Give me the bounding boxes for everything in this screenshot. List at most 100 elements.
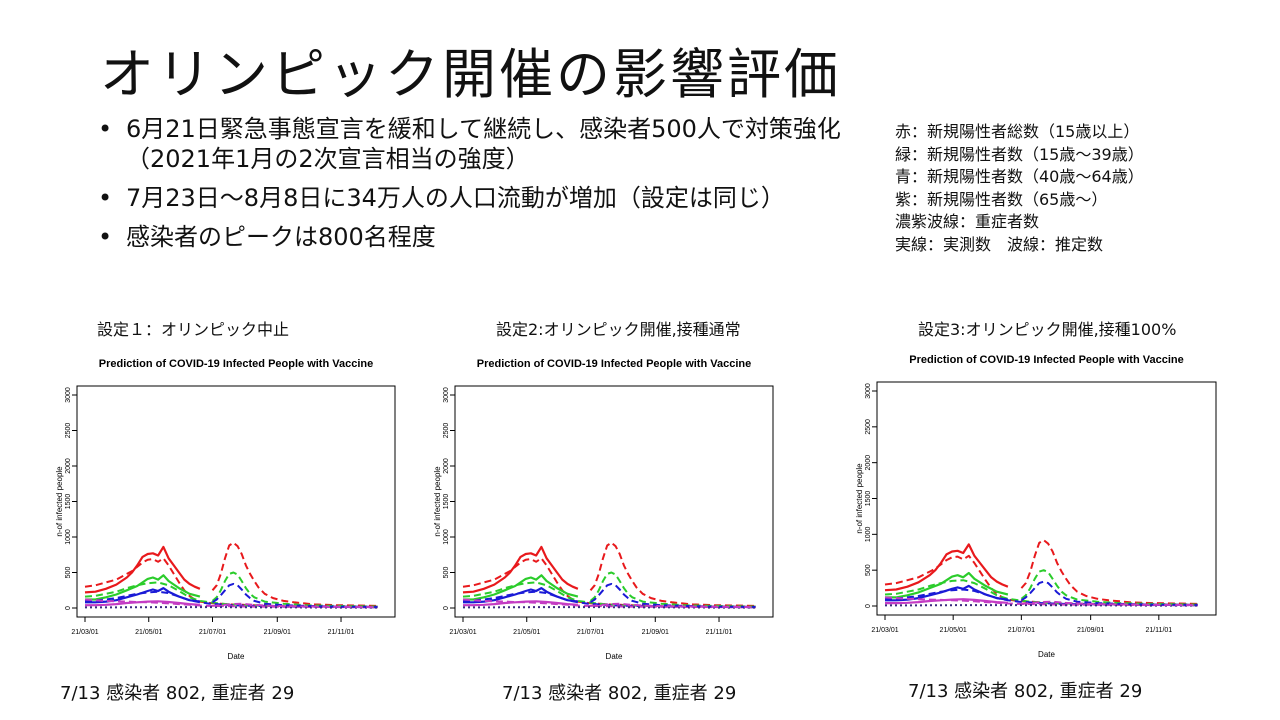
x-tick-label: 21/03/01 <box>71 629 98 636</box>
caption-2: 7/13 感染者 802, 重症者 29 <box>502 683 737 704</box>
y-tick-label: 2500 <box>443 423 450 439</box>
y-tick-label: 1500 <box>865 491 872 507</box>
series-line-red-dashed <box>1020 539 1198 605</box>
legend-line: 青：新規陽性者数（40歳～64歳） <box>895 167 1144 186</box>
series-line-red-dashed <box>211 541 378 607</box>
slide-title: オリンピック開催の影響評価 <box>100 43 841 106</box>
y-tick-label: 2500 <box>865 419 872 435</box>
y-tick-label: 3000 <box>865 383 872 399</box>
chart-panel-2: Prediction of COVID-19 Infected People w… <box>428 348 778 672</box>
setting-label-1: 設定１：オリンピック中止 <box>97 320 290 339</box>
series-line-green-dashed <box>589 571 756 608</box>
chart-panel-1: Prediction of COVID-19 Infected People w… <box>50 348 400 672</box>
legend-line: 赤：新規陽性者総数（15歳以上） <box>895 122 1140 141</box>
y-tick-label: 2000 <box>443 458 450 474</box>
plot-frame <box>454 385 774 618</box>
series-line-purple-dashed <box>590 602 756 609</box>
x-tick-label: 21/07/01 <box>199 629 226 636</box>
line-chart: Prediction of COVID-19 Infected People w… <box>55 358 396 661</box>
x-tick-label: 21/09/01 <box>1077 627 1104 634</box>
series-line-red-solid <box>84 545 201 594</box>
series-line-blue-dashed <box>589 582 756 608</box>
series-line-blue-dashed <box>462 590 756 609</box>
series-line-blue-dashed <box>84 590 378 609</box>
y-tick-label: 2000 <box>65 458 72 474</box>
plot-frame <box>876 381 1217 616</box>
series-line-purple-dashed <box>1021 600 1198 607</box>
plot-frame <box>76 385 396 618</box>
caption-1: 7/13 感染者 802, 重症者 29 <box>60 683 295 704</box>
x-tick-label: 21/11/01 <box>706 629 733 636</box>
y-tick-label: 500 <box>65 567 72 579</box>
series-line-dark_purple-dotted <box>84 606 378 609</box>
y-tick-label: 1000 <box>443 529 450 545</box>
x-tick-label: 21/07/01 <box>1008 627 1035 634</box>
bullet-item: 7月23日～8月8日に34万人の人口流動が増加（設定は同じ） <box>96 183 886 213</box>
y-tick-label: 0 <box>865 604 872 608</box>
y-axis-label: n-of infected people <box>433 466 442 537</box>
setting-label-2: 設定2:オリンピック開催,接種通常 <box>496 320 741 339</box>
x-tick-label: 21/11/01 <box>1145 627 1172 634</box>
series-line-green-solid <box>885 571 1009 599</box>
y-axis-label: n-of infected people <box>855 463 864 534</box>
x-tick-label: 21/09/01 <box>264 629 291 636</box>
series-line-dark_purple-dotted <box>462 606 756 609</box>
x-tick-label: 21/07/01 <box>577 629 604 636</box>
setting-label-3: 設定3:オリンピック開催,接種100% <box>918 320 1177 339</box>
y-tick-label: 0 <box>65 606 72 610</box>
series-line-red-solid <box>884 543 1009 592</box>
y-tick-label: 3000 <box>65 387 72 403</box>
series-line-purple-dashed <box>212 602 378 609</box>
series-line-red-dashed <box>462 557 756 608</box>
series-line-green-solid <box>463 574 579 601</box>
series-line-red-dashed <box>884 554 1198 606</box>
series-line-red-dashed <box>84 557 378 608</box>
legend-line: 紫：新規陽性者数（65歳～） <box>895 189 1108 209</box>
legend-line: 実線：実測数 波線：推定数 <box>895 234 1104 254</box>
x-tick-label: 21/03/01 <box>449 629 476 636</box>
series-line-blue-dashed <box>1020 580 1198 606</box>
x-tick-label: 21/03/01 <box>871 627 898 634</box>
series-line-red-solid <box>462 545 579 594</box>
series-line-purple-dashed <box>84 598 378 609</box>
series-line-green-solid <box>85 574 201 601</box>
series-line-blue-dashed <box>211 582 378 608</box>
x-tick-label: 21/11/01 <box>328 629 355 636</box>
chart-title: Prediction of COVID-19 Infected People w… <box>477 358 751 370</box>
series-line-purple-dashed <box>462 598 756 609</box>
legend-line: 濃紫波線：重症者数 <box>895 212 1040 231</box>
x-tick-label: 21/09/01 <box>642 629 669 636</box>
legend-line: 緑：新規陽性者数（15歳～39歳） <box>895 144 1144 164</box>
y-tick-label: 2500 <box>65 423 72 439</box>
series-line-green-dashed <box>211 571 378 608</box>
chart-title: Prediction of COVID-19 Infected People w… <box>909 354 1183 366</box>
y-tick-label: 500 <box>443 567 450 579</box>
series-line-green-dashed <box>884 579 1198 607</box>
y-axis-label: n-of infected people <box>55 466 64 537</box>
y-tick-label: 1000 <box>65 529 72 545</box>
chart-title: Prediction of COVID-19 Infected People w… <box>99 358 373 370</box>
bullet-item: 感染者のピークは800名程度 <box>96 222 886 252</box>
y-tick-label: 1500 <box>443 494 450 510</box>
y-tick-label: 3000 <box>443 387 450 403</box>
y-tick-label: 2000 <box>865 455 872 471</box>
y-tick-label: 500 <box>865 564 872 576</box>
x-axis-label: Date <box>606 652 623 661</box>
x-tick-label: 21/05/01 <box>513 629 540 636</box>
y-tick-label: 0 <box>443 606 450 610</box>
x-axis-label: Date <box>1038 650 1055 659</box>
x-tick-label: 21/05/01 <box>135 629 162 636</box>
color-legend: 赤：新規陽性者総数（15歳以上） 緑：新規陽性者数（15歳～39歳） 青：新規陽… <box>895 121 1144 256</box>
bullet-list: 6月21日緊急事態宣言を緩和して継続し、感染者500人で対策強化（2021年1月… <box>96 114 886 261</box>
y-tick-label: 1000 <box>865 526 872 542</box>
x-axis-label: Date <box>228 652 245 661</box>
line-chart: Prediction of COVID-19 Infected People w… <box>855 354 1217 659</box>
chart-panel-3: Prediction of COVID-19 Infected People w… <box>850 346 1220 670</box>
x-tick-label: 21/05/01 <box>940 627 967 634</box>
series-line-green-dashed <box>1020 569 1198 606</box>
bullet-item: 6月21日緊急事態宣言を緩和して継続し、感染者500人で対策強化（2021年1月… <box>96 114 886 174</box>
line-chart: Prediction of COVID-19 Infected People w… <box>433 358 774 661</box>
y-tick-label: 1500 <box>65 494 72 510</box>
series-line-red-dashed <box>589 541 756 607</box>
caption-3: 7/13 感染者 802, 重症者 29 <box>908 681 1143 702</box>
